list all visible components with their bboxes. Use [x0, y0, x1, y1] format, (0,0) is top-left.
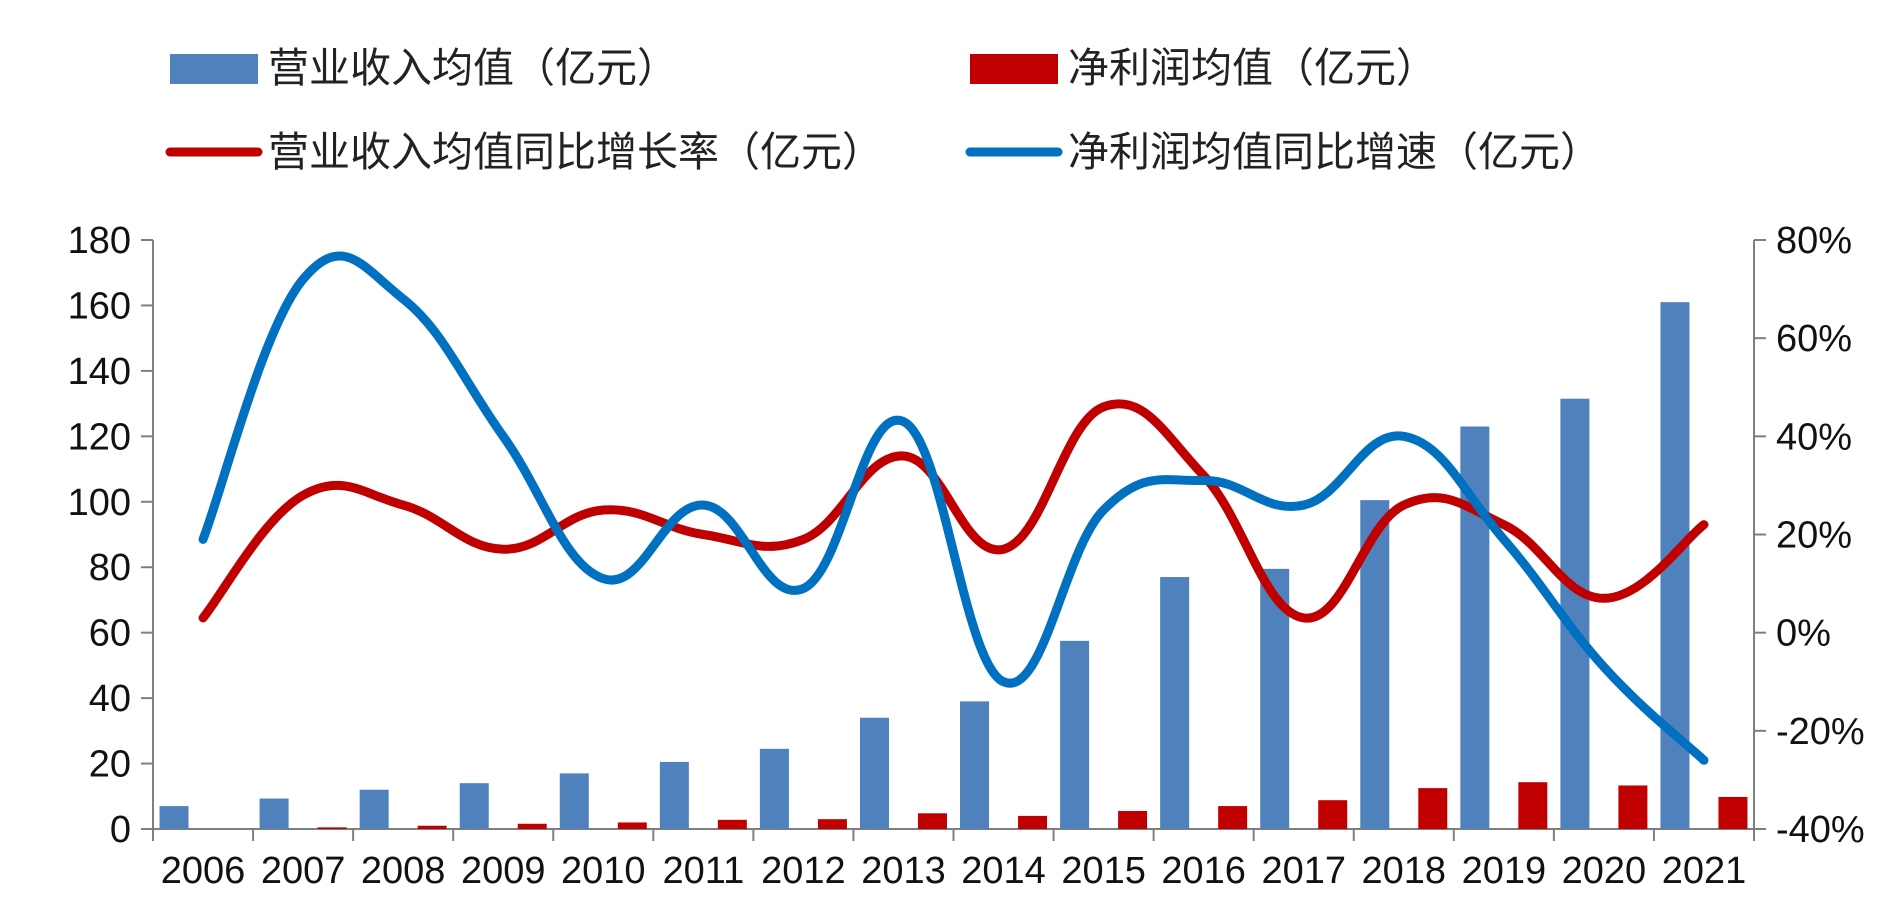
x-tick-label: 2021: [1662, 850, 1747, 892]
x-tick-label: 2019: [1462, 850, 1547, 892]
bar-profit: [517, 823, 547, 829]
left-tick-label: 0: [110, 809, 131, 851]
bar-profit: [1218, 806, 1248, 829]
bar-profit: [917, 813, 947, 829]
x-tick-label: 2010: [561, 850, 646, 892]
bar-revenue: [859, 717, 889, 829]
right-tick-label: -40%: [1776, 809, 1865, 851]
x-tick-label: 2020: [1562, 850, 1647, 892]
bar-revenue: [960, 701, 990, 829]
x-tick-label: 2016: [1161, 850, 1246, 892]
x-tick-label: 2011: [662, 850, 744, 892]
bar-revenue: [459, 783, 489, 829]
axes: 0 20 40 60 80 100 120 140 160 180 -40% -20% 0% 20% 40%…: [68, 220, 1865, 892]
bar-revenue: [1060, 640, 1090, 829]
left-tick-label: 20: [89, 744, 131, 786]
right-tick-label: 80%: [1776, 220, 1852, 262]
bar-profit: [1718, 796, 1748, 829]
line-profit-growth: [198, 251, 1709, 765]
bar-profit: [417, 825, 447, 829]
x-tick-label: 2009: [461, 850, 546, 892]
legend-label-profit-growth: 净利润均值同比增速（亿元）: [1068, 128, 1601, 176]
legend-label-revenue-growth: 营业收入均值同比增长率（亿元）: [268, 128, 883, 176]
x-tick-label: 2017: [1261, 850, 1346, 892]
right-tick-label: 40%: [1776, 416, 1852, 458]
bar-profit: [817, 819, 847, 829]
x-tick-label: 2006: [161, 850, 246, 892]
bar-revenue: [559, 773, 589, 829]
x-tick-label: 2015: [1061, 850, 1146, 892]
lines: [198, 251, 1709, 765]
bar-profit: [317, 827, 347, 829]
bar-profit: [1418, 788, 1448, 829]
left-tick-label: 160: [68, 285, 131, 327]
left-tick-label: 80: [89, 547, 131, 589]
bar-revenue: [359, 789, 389, 829]
left-tick-label: 100: [68, 482, 131, 524]
x-tick-label: 2014: [961, 850, 1046, 892]
x-tick-label: 2007: [261, 850, 346, 892]
bar-profit: [1518, 782, 1548, 829]
x-tick-label: 2008: [361, 850, 446, 892]
bar-revenue: [1160, 577, 1190, 829]
x-tick-label: 2012: [761, 850, 846, 892]
legend-label-profit: 净利润均值（亿元）: [1068, 44, 1437, 92]
right-tick-label: 0%: [1776, 613, 1831, 655]
left-tick-label: 40: [89, 678, 131, 720]
bar-profit: [617, 822, 647, 829]
right-tick-label: -20%: [1776, 711, 1865, 753]
x-tick-label: 2013: [861, 850, 946, 892]
bar-profit: [1318, 800, 1348, 829]
bar-profit: [1118, 811, 1148, 829]
left-tick-label: 120: [68, 416, 131, 458]
legend: 营业收入均值（亿元） 净利润均值（亿元） 营业收入均值同比增长率（亿元） 净利润…: [165, 44, 1601, 176]
left-tick-label: 140: [68, 351, 131, 393]
right-tick-label: 60%: [1776, 318, 1852, 360]
bar-revenue: [759, 748, 789, 829]
left-tick-label: 180: [68, 220, 131, 262]
left-tick-label: 60: [89, 613, 131, 655]
bar-profit: [717, 819, 747, 829]
right-tick-label: 20%: [1776, 515, 1852, 557]
bar-profit: [1018, 815, 1048, 829]
bar-profit: [1618, 785, 1648, 829]
bar-revenue: [259, 798, 289, 829]
legend-swatch-revenue: [170, 54, 258, 84]
legend-swatch-profit: [970, 54, 1058, 84]
line-revenue-growth: [198, 399, 1709, 623]
x-tick-label: 2018: [1362, 850, 1447, 892]
legend-label-revenue: 营业收入均值（亿元）: [268, 44, 678, 92]
bar-revenue: [159, 806, 189, 829]
bar-revenue: [659, 761, 689, 829]
